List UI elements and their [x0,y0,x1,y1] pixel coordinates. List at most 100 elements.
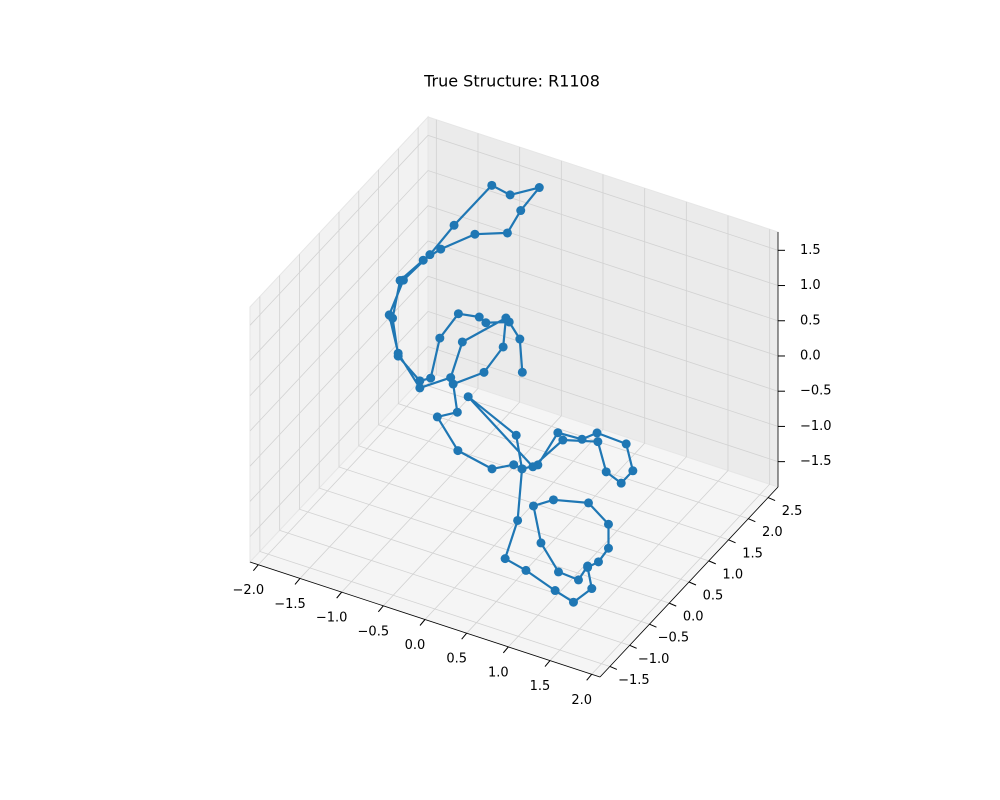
point [603,543,613,553]
point [548,495,558,505]
grid-line [424,174,604,620]
point [501,313,511,323]
point [573,575,583,585]
y-tick-label: −0.5 [658,631,690,646]
grid-line [249,275,779,467]
point [568,597,578,607]
point [498,342,508,352]
grid-line [279,275,630,646]
point [502,228,512,238]
z-tick-label: 0.5 [800,313,821,328]
point [603,519,613,529]
grid-line [249,134,779,326]
point [536,538,546,548]
x-tick [502,646,509,654]
point [583,498,593,508]
x-tick [294,578,301,585]
point [415,383,425,393]
y-tick [669,602,677,607]
chart-title: True Structure: R1108 [423,72,600,91]
point [436,244,446,254]
grid-line [318,233,670,604]
point [621,439,631,449]
point [528,501,538,511]
point [474,312,484,322]
point [457,337,467,347]
x-tick [252,564,259,572]
x-axis-line [249,561,601,678]
point [384,310,394,320]
point [470,229,480,239]
point [534,183,544,193]
point [628,466,638,476]
x-tick-label: 0.5 [446,652,467,667]
point [425,250,435,260]
y-tick [728,539,736,544]
point [553,428,563,438]
point [515,334,525,344]
y-tick-label: 2.5 [782,504,803,519]
y-tick-label: 0.5 [703,589,724,604]
point [587,584,597,594]
z-tick-label: 1.0 [800,278,821,293]
x-tick-label: −0.5 [358,624,390,639]
point [393,348,403,358]
point [487,464,497,474]
x-tick [419,619,426,626]
point [418,255,428,265]
grid-line [259,296,611,667]
grid-line [258,119,437,566]
point [517,464,527,474]
point [435,333,445,343]
x-tick [544,660,551,667]
z-tick-label: 1.5 [800,243,821,258]
grid-line [383,160,562,607]
y-tick [649,623,657,628]
point [487,180,497,190]
grid-line [591,229,771,675]
y-tick-label: 2.0 [762,525,783,540]
grid-line [249,170,779,361]
grid-line [249,240,779,432]
x-tick-label: −1.5 [274,597,306,612]
x-tick-label: 0.0 [405,638,426,653]
point [415,376,425,386]
point [509,460,519,470]
point [432,412,442,422]
grid-line [378,169,729,541]
x-tick [461,632,468,640]
point [528,462,538,472]
point [577,434,587,444]
point [601,467,611,477]
z-tick-label: −1.5 [800,454,832,469]
point [453,446,463,456]
grid-line [358,190,709,562]
z-tick-label: 0.0 [800,348,821,363]
y-tick [688,581,697,586]
y-tick-label: 1.5 [742,546,763,561]
point [479,367,489,377]
point [553,567,563,577]
point [481,318,491,328]
point [452,407,462,417]
x-tick-label: 1.0 [488,665,509,680]
grid-line [249,310,779,502]
point [500,554,510,564]
x-tick-label: 2.0 [571,693,592,708]
point [583,561,593,571]
y-tick-label: 0.0 [683,610,704,625]
point [511,430,521,440]
x-tick-label: 1.5 [530,679,551,694]
y-tick [609,665,618,670]
y-tick-label: −1.5 [618,673,650,688]
point [550,586,560,596]
x-tick [586,673,593,681]
point [516,206,526,216]
y-tick [748,518,756,523]
grid-line [397,148,749,520]
x-tick-label: −1.0 [316,611,348,626]
grid-line [508,201,687,648]
point [426,373,436,383]
point [521,565,531,575]
